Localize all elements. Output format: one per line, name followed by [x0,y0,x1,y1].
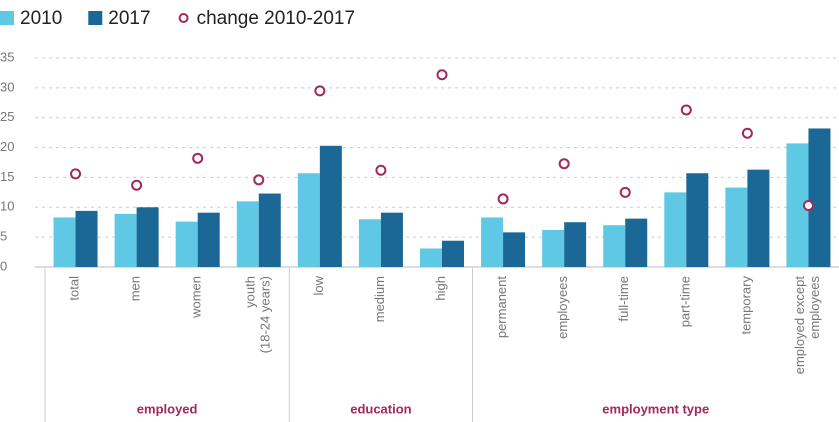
bar [625,218,648,267]
bar [175,221,198,267]
bar [297,173,320,267]
legend-marker [178,13,189,23]
bar [808,128,831,267]
bar [136,207,159,267]
bar [481,217,504,267]
bar [75,210,98,267]
bar [258,193,281,267]
change-point [680,104,692,116]
bar [114,213,137,267]
x-tick-label: total [67,276,82,301]
bar [664,192,687,267]
bar [686,173,709,267]
bar [564,222,587,267]
x-tick-label: youth(18-24 years) [243,276,273,353]
change-point [253,174,265,186]
change-point [558,158,570,170]
change-point [497,193,509,205]
x-tick-label: part-time [678,276,693,327]
x-tick-label: women [189,276,204,319]
y-tick-label: 15 [0,169,14,184]
legend-label: 2010 [20,8,62,29]
x-tick-label: employed exceptemployees [792,276,822,375]
bar [442,240,464,267]
legend-label: change 2010-2017 [197,8,355,29]
y-tick-label: 35 [0,49,14,64]
y-tick-label: 20 [0,139,14,154]
bar [53,217,76,267]
x-tick-label: temporary [739,276,754,335]
bar [542,229,565,267]
group-label: employed [137,401,198,416]
bar [603,225,626,267]
x-tick-label: high [433,276,448,301]
bar [319,145,342,267]
change-point [802,199,814,211]
legend-marker [0,11,14,25]
group-label: employment type [602,401,709,416]
x-tick-label: low [311,275,326,295]
bar [503,232,526,267]
x-tick-label: full-time [617,276,632,322]
x-tick-label: permanent [495,276,510,339]
change-point [741,127,753,139]
bar [786,143,809,267]
legend-label: 2017 [108,8,150,29]
y-tick-label: 25 [0,109,14,124]
y-tick-label: 30 [0,79,14,94]
legend-marker [88,11,103,25]
x-tick-label: employees [556,276,571,339]
y-tick-label: 0 [0,258,7,273]
change-point [70,168,82,180]
bar [380,212,403,267]
x-tick-label: medium [372,276,387,322]
change-point [314,85,326,97]
bar [358,219,381,267]
change-point [375,164,387,176]
change-point [131,179,143,191]
bar [725,187,748,267]
bar [747,169,770,267]
change-point [192,152,204,164]
group-label: education [350,401,411,416]
y-tick-label: 5 [0,229,7,244]
x-tick-label: men [128,276,143,301]
bar [420,248,442,267]
change-point [436,69,448,81]
change-point [619,186,631,198]
bar [197,212,220,267]
bar [236,201,259,267]
y-tick-label: 10 [0,199,14,214]
